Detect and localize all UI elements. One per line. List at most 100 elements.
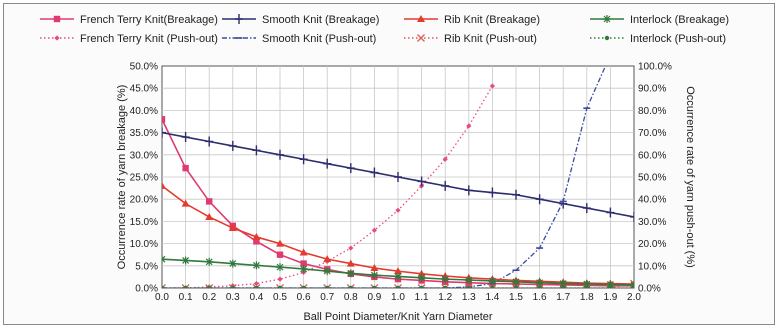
point-marker — [442, 156, 448, 162]
y-left-tick-label: 45.0% — [130, 84, 158, 95]
point-marker — [252, 232, 261, 240]
point-marker — [162, 255, 166, 264]
y-right-tick-label: 30.0% — [638, 217, 666, 228]
point-marker — [205, 284, 214, 288]
point-marker — [162, 285, 165, 288]
x-axis-title: Ball Point Diameter/Knit Yarn Diameter — [303, 311, 492, 323]
point-marker — [162, 284, 166, 288]
legend-item: Rib Knit (Breakage) — [404, 14, 540, 26]
y-right-tick-label: 10.0% — [638, 261, 666, 272]
point-marker — [300, 260, 307, 267]
point-marker — [417, 176, 426, 187]
axes: 0.0% 0.0% 5.0% 10.0% 10.0% 20.0% 15.0% 30.0% 20.… — [130, 62, 672, 304]
y-left-tick-label: 35.0% — [130, 128, 158, 139]
point-marker — [395, 285, 401, 288]
point-marker — [537, 285, 542, 288]
y-right-tick-label: 60.0% — [638, 150, 666, 161]
point-marker — [323, 267, 332, 276]
point-marker — [346, 284, 355, 288]
point-marker — [205, 257, 214, 266]
point-marker — [441, 275, 450, 284]
grid — [162, 66, 634, 288]
series-smooth-knit-breakage — [162, 127, 634, 222]
legend-item: Rib Knit (Push-out) — [404, 33, 537, 45]
x-tick-label: 0.8 — [344, 292, 358, 303]
x-tick-label: 0.3 — [226, 292, 240, 303]
point-marker — [535, 278, 544, 287]
series-layer — [162, 66, 634, 288]
point-marker — [488, 187, 497, 198]
point-marker — [584, 285, 589, 288]
point-marker — [512, 284, 520, 288]
point-marker — [371, 227, 377, 233]
point-marker — [417, 15, 425, 22]
point-marker — [228, 224, 237, 232]
y-right-tick-label: 0.0% — [638, 284, 661, 295]
point-marker — [370, 167, 379, 178]
point-marker — [301, 285, 306, 288]
x-tick-label: 1.3 — [462, 292, 476, 303]
point-marker — [277, 285, 283, 288]
x-tick-label: 0.2 — [202, 292, 216, 303]
y-axis-right-title: Occurrence rate of yarn push-out (%) — [684, 86, 696, 268]
y-right-tick-label: 70.0% — [638, 128, 666, 139]
legend-item: Interlock (Breakage) — [590, 14, 729, 26]
point-marker — [54, 35, 60, 41]
point-marker — [162, 116, 166, 123]
point-marker — [276, 263, 284, 272]
point-marker — [162, 127, 166, 138]
point-marker — [346, 163, 355, 174]
point-marker — [488, 284, 497, 288]
y-right-tick-label: 90.0% — [638, 84, 666, 95]
point-marker — [582, 203, 591, 214]
point-marker — [603, 15, 611, 23]
point-marker — [299, 154, 308, 165]
y-right-tick-label: 100.0% — [638, 62, 672, 73]
point-marker — [205, 212, 214, 220]
point-marker — [276, 284, 284, 288]
x-tick-label: 0.4 — [249, 292, 263, 303]
legend-item: Smooth Knit (Push-out) — [222, 33, 376, 45]
point-marker — [535, 194, 544, 205]
legend-item: Interlock (Push-out) — [590, 33, 726, 45]
point-marker — [299, 264, 308, 273]
x-tick-label: 1.2 — [438, 292, 452, 303]
point-marker — [206, 198, 213, 205]
point-marker — [630, 279, 634, 288]
x-tick-label: 1.4 — [485, 292, 499, 303]
point-marker — [606, 207, 615, 218]
point-marker — [53, 15, 61, 23]
point-marker — [370, 271, 379, 280]
point-marker — [323, 255, 332, 263]
series-interlock-breakage — [162, 255, 634, 288]
point-marker — [441, 284, 450, 288]
point-marker — [464, 185, 473, 196]
x-tick-label: 0.5 — [273, 292, 287, 303]
x-tick-label: 1.0 — [391, 292, 405, 303]
y-axis-left-title: Occurrence rate of yarn breakage (%) — [116, 85, 128, 270]
point-marker — [631, 285, 634, 288]
point-marker — [561, 285, 566, 288]
point-marker — [608, 285, 613, 288]
legend-label: Rib Knit (Push-out) — [444, 33, 537, 45]
legend-item: Smooth Knit (Breakage) — [222, 14, 379, 26]
point-marker — [604, 35, 610, 41]
point-marker — [346, 269, 355, 278]
point-marker — [630, 211, 634, 222]
y-left-tick-label: 0.0% — [135, 284, 158, 295]
point-marker — [181, 132, 190, 143]
point-marker — [276, 251, 284, 258]
point-marker — [466, 285, 471, 288]
point-marker — [228, 284, 237, 288]
point-marker — [466, 123, 472, 129]
legend-label: Interlock (Breakage) — [630, 14, 729, 26]
y-left-tick-label: 50.0% — [130, 62, 158, 73]
legend-label: Interlock (Push-out) — [630, 33, 726, 45]
point-marker — [162, 181, 166, 189]
legend-label: French Terry Knit (Push-out) — [80, 33, 218, 45]
x-tick-label: 0.0 — [155, 292, 169, 303]
point-marker — [181, 284, 190, 288]
point-marker — [323, 158, 332, 169]
point-marker — [443, 285, 448, 288]
y-right-tick-label: 20.0% — [638, 239, 666, 250]
